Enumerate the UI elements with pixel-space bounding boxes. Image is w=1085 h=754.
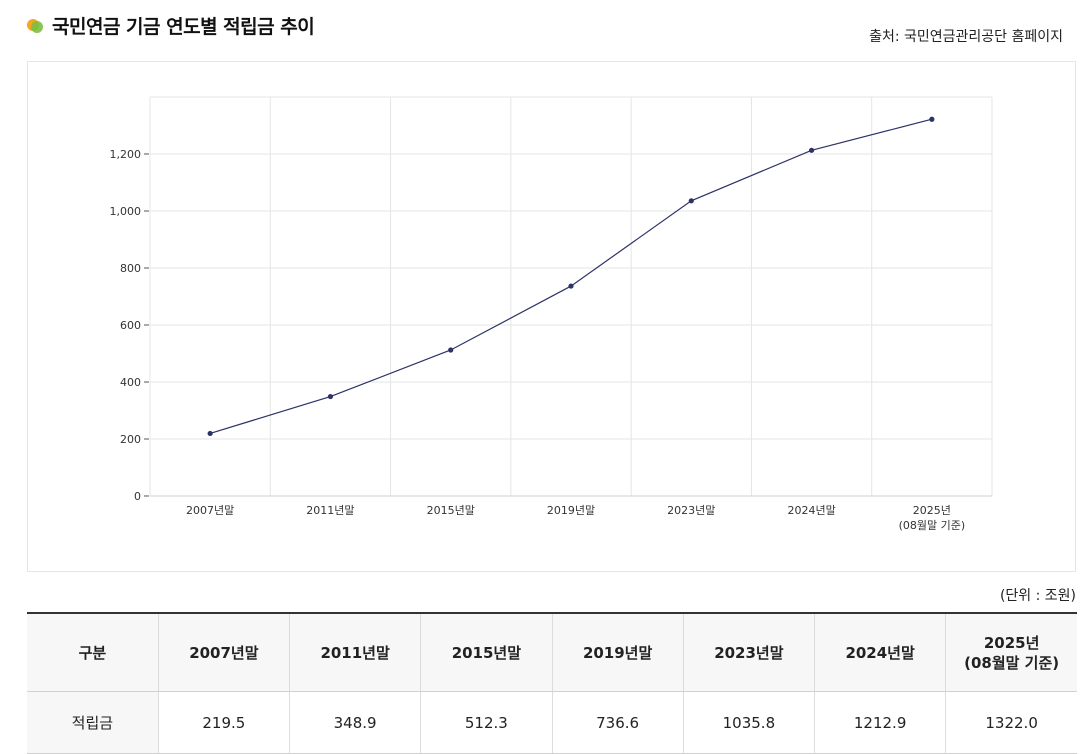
x-tick-label: (08월말 기준) (899, 519, 966, 532)
line-chart: 0 200 400 600 800 1,000 1,200 2007년말 2011년말 2015년… (110, 96, 993, 532)
y-tick-label: 0 (134, 490, 141, 503)
table-header-row: 구분 2007년말 2011년말 2015년말 2019년말 2023년말 2024년말 2… (27, 612, 1077, 692)
unit-label: (단위 : 조원) (999, 588, 1076, 604)
table-header-cell: 2019년말 (552, 612, 684, 692)
table-row: 적립금 219.5 348.9 512.3 736.6 1035.8 1212.9 1322… (27, 691, 1077, 754)
page-title: 국민연금 기금 연도별 적립금 추이 (52, 16, 315, 38)
x-tick-label: 2007년말 (186, 504, 234, 517)
table-header-cell: 구분 (27, 612, 159, 692)
x-tick-label: 2011년말 (306, 504, 354, 517)
data-table: 구분 2007년말 2011년말 2015년말 2019년말 2023년말 2024년말 2… (27, 612, 1077, 754)
data-point (808, 147, 815, 153)
x-tick-label: 2019년말 (547, 504, 595, 517)
bullet-icon (27, 18, 43, 33)
y-tick-label: 400 (120, 376, 141, 389)
table-header-cell: 2011년말 (289, 612, 422, 692)
table-header-cell: 2007년말 (158, 612, 291, 692)
table-cell: 1322.0 (945, 691, 1077, 754)
data-point (929, 116, 935, 122)
y-tick-label: 800 (120, 262, 141, 275)
y-tick-label: 200 (120, 433, 141, 446)
table-cell: 219.5 (158, 691, 291, 754)
series-line (209, 118, 933, 435)
table-header-cell: 2024년말 (814, 612, 947, 692)
table-header-cell: 2025년 (08월말 기준) (945, 612, 1077, 692)
data-point (327, 393, 334, 400)
x-tick-label: 2015년말 (427, 504, 475, 517)
chart-container: 0 200 400 600 800 1,000 1,200 2007년말 2011년말 2015년… (27, 61, 1076, 572)
table-cell: 348.9 (289, 691, 422, 754)
table-header-cell: 2015년말 (420, 612, 553, 692)
source-text: 출처: 국민연금관리공단 홈페이지 (869, 29, 1063, 45)
table-header-cell: 2023년말 (683, 612, 816, 692)
table-cell: 1035.8 (683, 691, 816, 754)
data-point (568, 283, 574, 289)
row-label: 적립금 (27, 691, 159, 754)
data-point (448, 347, 454, 353)
data-point (688, 198, 694, 204)
title-area: 국민연금 기금 연도별 적립금 추이 (26, 12, 315, 39)
y-tick-label: 600 (120, 319, 141, 332)
table-cell: 512.3 (420, 691, 553, 754)
y-tick-label: 1,000 (110, 205, 142, 218)
table-cell: 1212.9 (814, 691, 947, 754)
x-tick-label: 2023년말 (667, 504, 715, 517)
data-point (207, 430, 213, 437)
x-tick-label: 2024년말 (787, 504, 835, 517)
y-tick-label: 1,200 (110, 148, 142, 161)
x-tick-label: 2025년 (913, 504, 951, 517)
table-cell: 736.6 (552, 691, 684, 754)
